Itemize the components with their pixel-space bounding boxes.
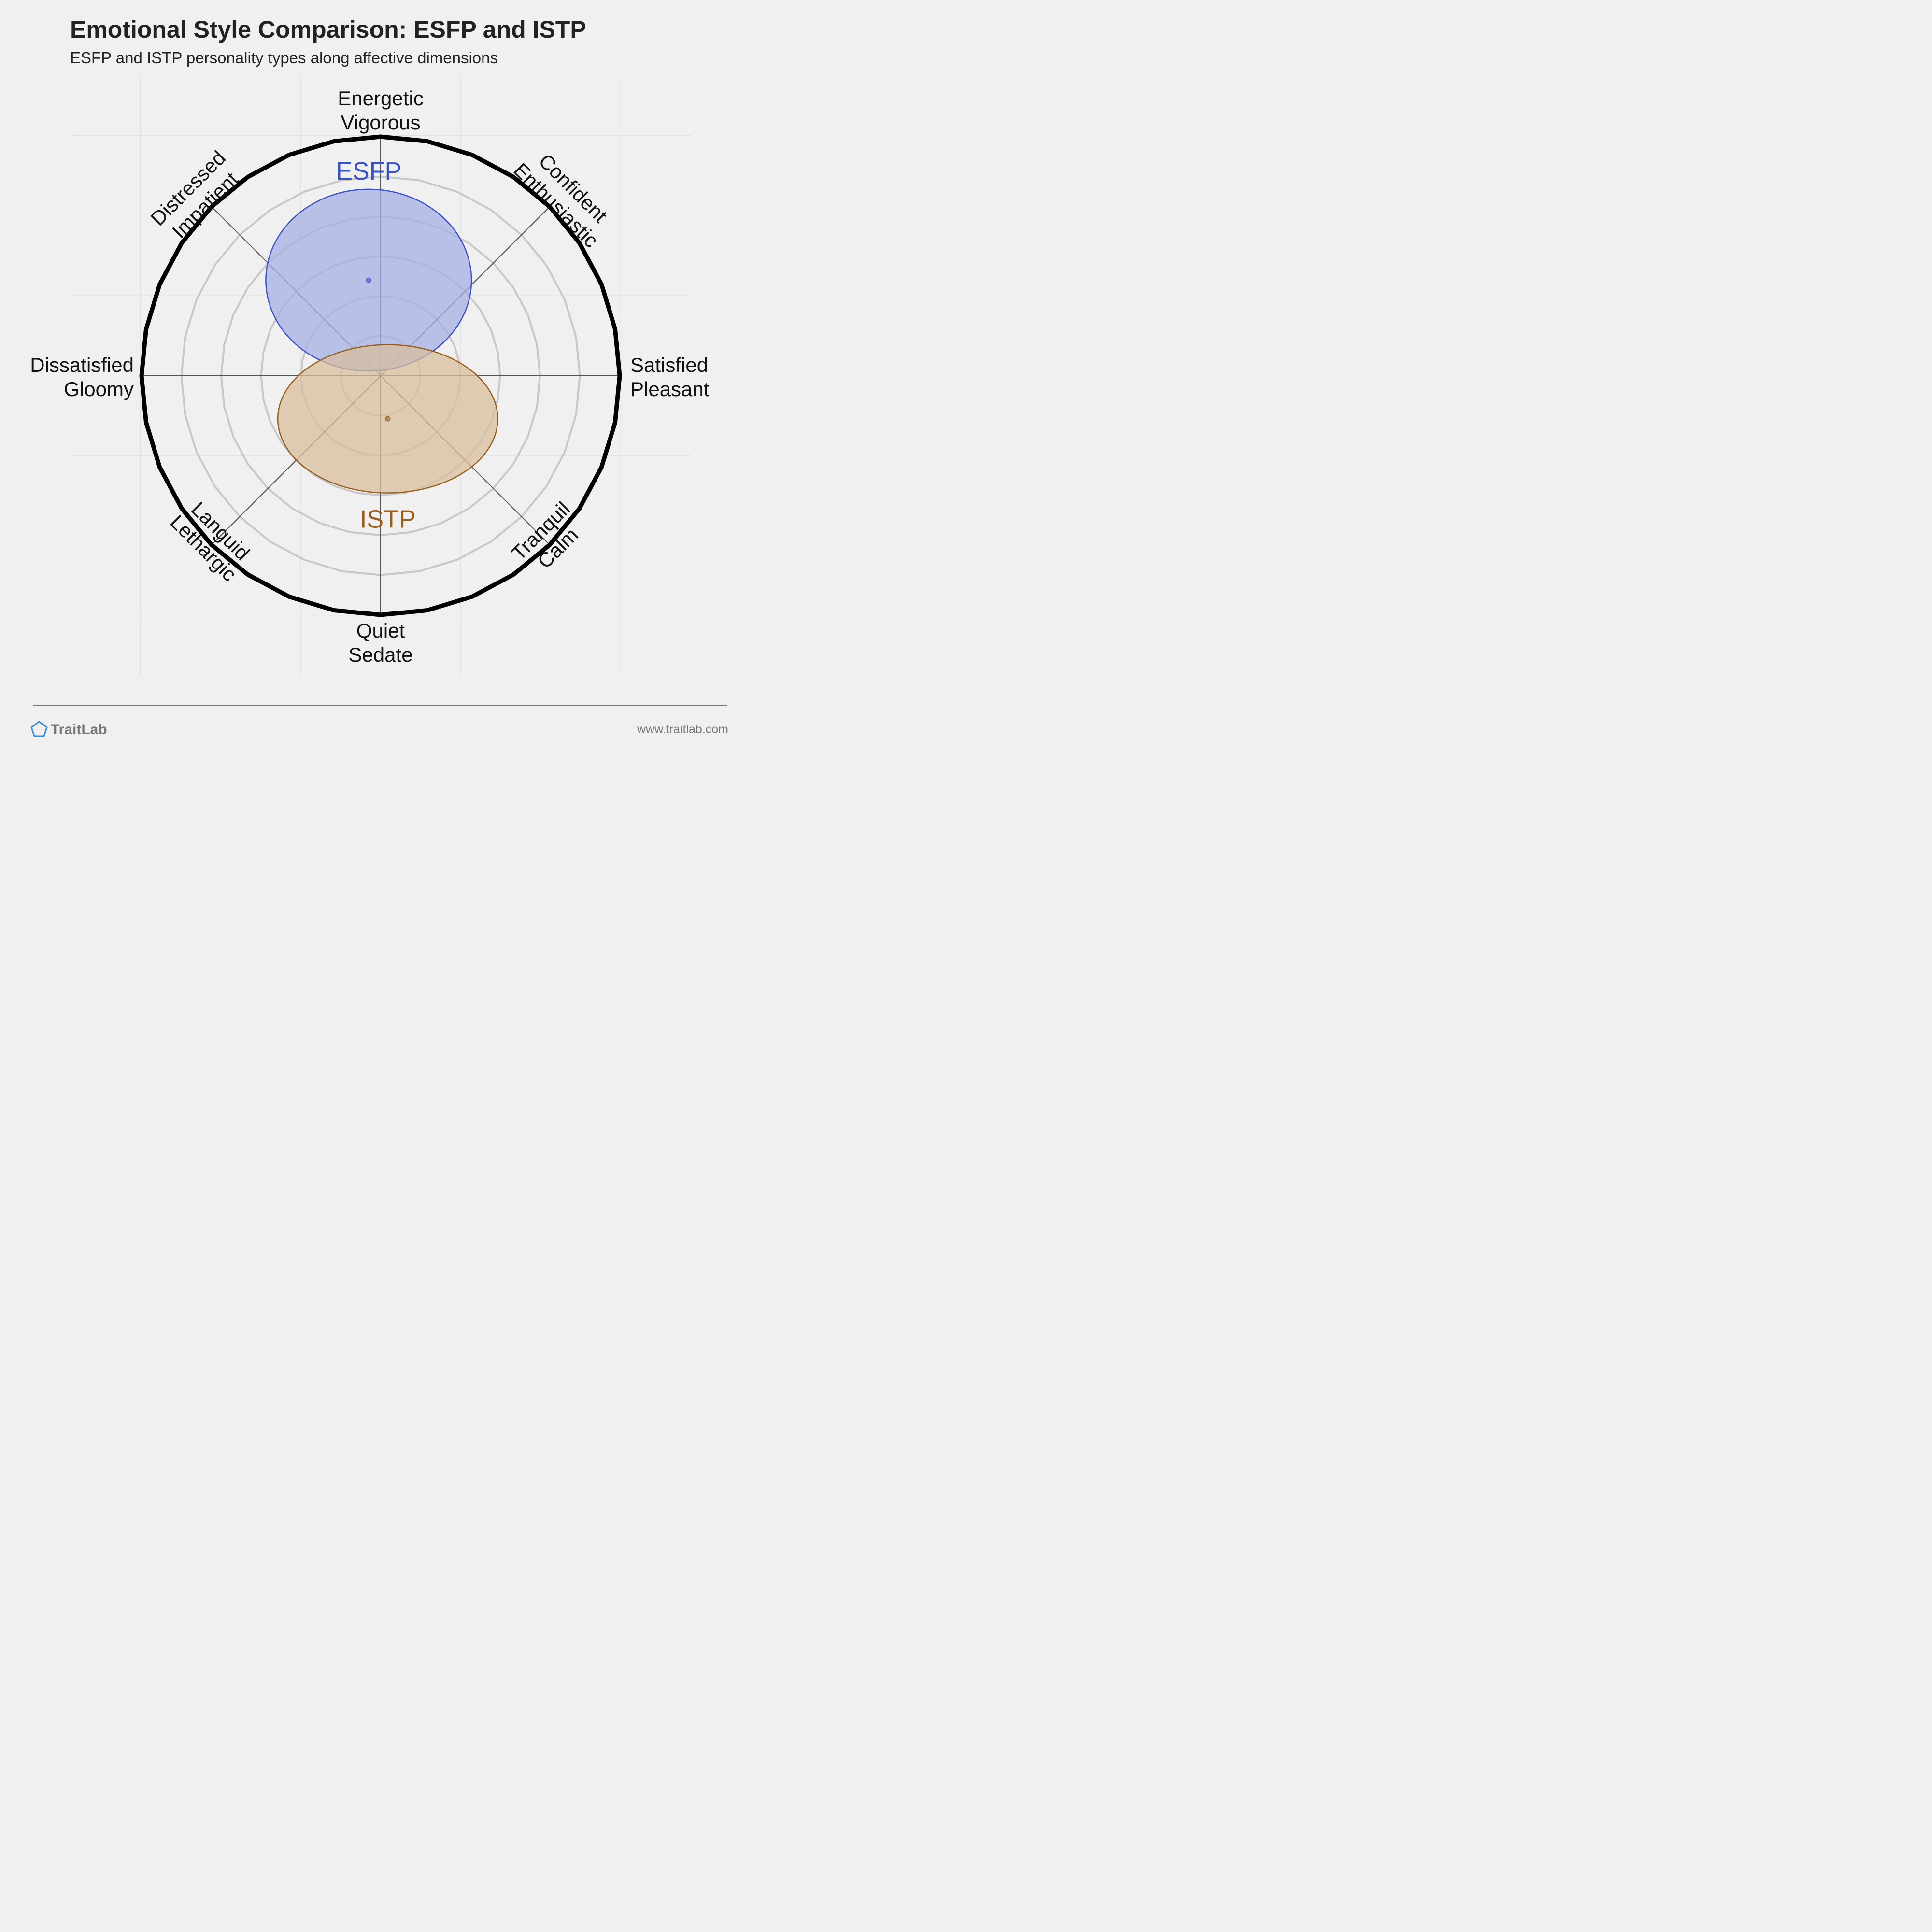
- axis-label-e-line-1: Satisfied: [630, 354, 708, 376]
- axis-label-e-line-2: Pleasant: [630, 378, 710, 400]
- series-layer: ESFP ISTP: [265, 157, 498, 534]
- esfp-center-point: [366, 277, 371, 283]
- chart-subtitle: ESFP and ISTP personality types along af…: [70, 49, 498, 67]
- axis-label-n-line-1: Energetic: [338, 87, 423, 110]
- istp-label: ISTP: [360, 506, 416, 534]
- emotion-radar-chart: Emotional Style Comparison: ESFP and IST…: [0, 0, 757, 757]
- esfp-label: ESFP: [336, 157, 401, 185]
- footer-url: www.traitlab.com: [637, 723, 728, 736]
- axis-label-w-line-1: Dissatisfied: [30, 354, 134, 376]
- chart-title: Emotional Style Comparison: ESFP and IST…: [70, 16, 586, 43]
- pentagon-icon: [30, 721, 48, 737]
- axis-label-w-line-2: Gloomy: [64, 378, 134, 400]
- axis-label-n-line-2: Vigorous: [341, 111, 420, 134]
- istp-center-point: [385, 416, 391, 422]
- axis-label-s-line-1: Quiet: [356, 619, 405, 642]
- outer-ring: [139, 134, 622, 617]
- traitlab-logo: TraitLab: [30, 721, 107, 738]
- outer-boundary-ring: [139, 134, 622, 617]
- axis-label-s-line-2: Sedate: [348, 643, 412, 666]
- brand-name: TraitLab: [51, 722, 107, 738]
